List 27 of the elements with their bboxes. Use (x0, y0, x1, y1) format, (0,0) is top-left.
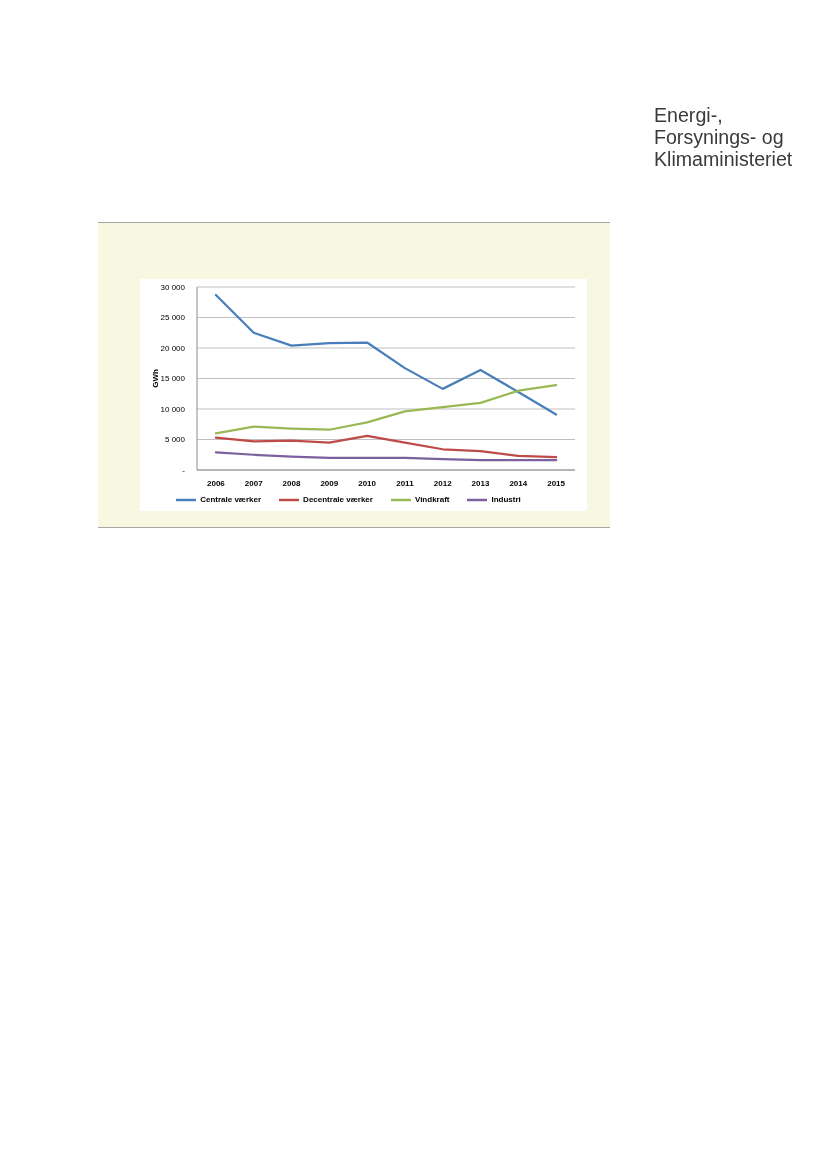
y-tick-label: 30 000 (160, 282, 186, 292)
x-tick-label: 2014 (509, 478, 528, 488)
legend-label: Vindkraft (414, 495, 450, 505)
y-tick-label: 5 000 (164, 435, 186, 445)
y-tick-label: 20 000 (160, 343, 186, 353)
legend-label: Industri (491, 495, 521, 505)
y-tick-label: 10 000 (160, 404, 186, 414)
x-tick-label: 2009 (320, 478, 339, 488)
x-tick-label: 2015 (547, 478, 566, 488)
x-tick-label: 2010 (358, 478, 377, 488)
line-series (214, 434, 558, 459)
legend-label: Centrale værker (200, 495, 262, 505)
line-series (214, 451, 558, 462)
line-series (214, 384, 558, 435)
y-tick-label: 25 000 (160, 313, 186, 323)
x-tick-label: 2006 (207, 478, 226, 488)
x-tick-label: 2012 (433, 478, 453, 488)
y-tick-label: - (182, 465, 186, 475)
x-tick-label: 2013 (471, 478, 490, 488)
x-tick-label: 2008 (282, 478, 301, 488)
x-tick-label: 2011 (396, 478, 415, 488)
legend-label: Decentrale værker (303, 495, 373, 505)
x-tick-label: 2007 (244, 478, 264, 488)
y-axis-title: GWh (151, 369, 160, 388)
line-series (214, 293, 558, 416)
text: Energi-, Forsynings- og Klimaministeriet (654, 104, 793, 170)
y-tick-label: 15 000 (160, 374, 186, 384)
